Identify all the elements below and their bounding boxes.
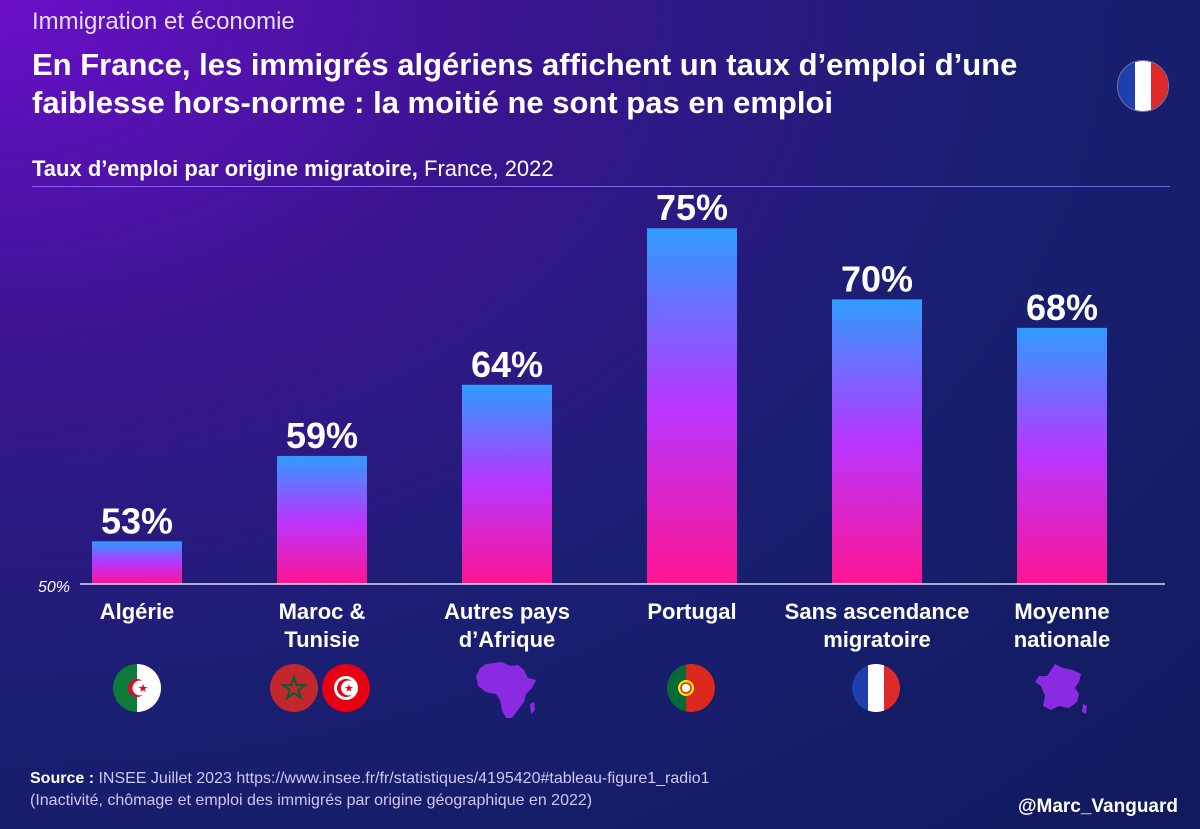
category-line: migratoire: [823, 627, 931, 652]
morocco-flag-icon: [270, 664, 318, 712]
value-label-1: 53%: [101, 500, 173, 541]
headline: En France, les immigrés algériens affich…: [32, 46, 1112, 122]
bar-5: [832, 299, 922, 584]
category-line: nationale: [1013, 627, 1111, 652]
source-note: (Inactivité, chômage et emploi des immig…: [30, 792, 593, 809]
category-label-maroc-tunisie: Maroc & Tunisie: [222, 598, 422, 654]
bar-1: [92, 541, 182, 584]
headline-line-2: faiblesse hors-norme : la moitié ne sont…: [32, 85, 834, 120]
chart-subtitle: Taux d’emploi par origine migratoire, Fr…: [32, 156, 554, 182]
source-text: INSEE Juillet 2023 https://www.insee.fr/…: [94, 770, 710, 787]
value-label-6: 68%: [1026, 287, 1098, 328]
value-label-5: 70%: [841, 258, 913, 299]
bar-4: [647, 228, 737, 584]
value-label-2: 59%: [286, 415, 358, 456]
bar-chart: 53% 59% 64% 75% 70% 68% 50%: [38, 190, 1165, 596]
tunisia-flag-icon: [322, 664, 370, 712]
category-label-algerie: Algérie: [37, 598, 237, 626]
bar-3: [462, 384, 552, 584]
subtitle-rule: [32, 186, 1170, 187]
category-line: Autres pays: [444, 599, 570, 624]
category-line: Maroc &: [278, 599, 366, 624]
category-line: d’Afrique: [458, 627, 556, 652]
author-handle: @Marc_Vanguard: [1017, 796, 1178, 817]
france-flag-icon: [1117, 60, 1169, 112]
category-line: Tunisie: [284, 627, 360, 652]
category-line: Moyenne: [1014, 599, 1110, 624]
baseline-label: 50%: [38, 579, 70, 596]
bar-6: [1017, 327, 1107, 584]
subtitle-bold: Taux d’emploi par origine migratoire,: [32, 156, 418, 181]
category-label-moyenne-nationale: Moyenne nationale: [962, 598, 1162, 654]
kicker: Immigration et économie: [32, 8, 295, 35]
category-line: Sans ascendance: [784, 599, 970, 624]
category-label-portugal: Portugal: [592, 598, 792, 626]
value-label-3: 64%: [471, 344, 543, 385]
headline-line-1: En France, les immigrés algériens affich…: [32, 47, 1018, 82]
france-map-icon: [1035, 664, 1087, 714]
africa-map-icon: [476, 662, 536, 718]
category-label-sans-ascendance: Sans ascendance migratoire: [777, 598, 977, 654]
bar-2: [277, 455, 367, 584]
algeria-flag-icon: [113, 664, 161, 712]
category-line: Algérie: [99, 599, 175, 624]
category-label-autres-afrique: Autres pays d’Afrique: [407, 598, 607, 654]
portugal-flag-icon: [667, 664, 715, 712]
value-label-4: 75%: [656, 190, 728, 228]
source-block: Source : INSEE Juillet 2023 https://www.…: [30, 768, 709, 812]
source-label: Source :: [30, 770, 95, 787]
subtitle-rest: France, 2022: [417, 156, 554, 181]
france-flag-icon: [852, 664, 900, 712]
category-line: Portugal: [647, 599, 737, 624]
